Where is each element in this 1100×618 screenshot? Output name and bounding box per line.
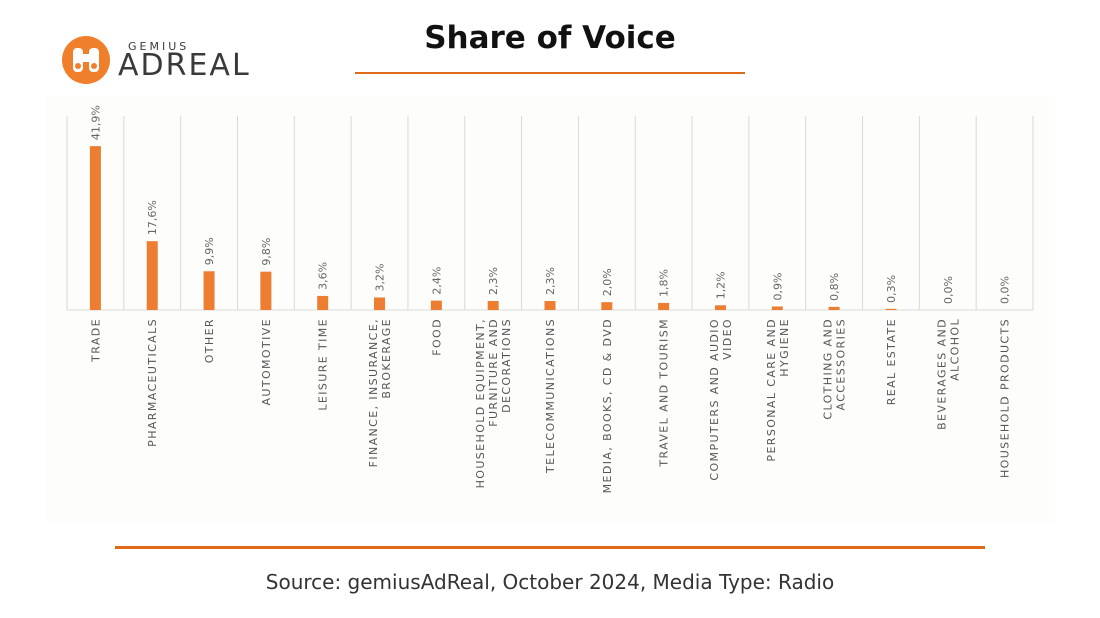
category-label-line: CLOTHING AND (822, 318, 835, 420)
logo-big-text: ADREAL (118, 48, 251, 83)
data-label: 3,2% (374, 264, 387, 292)
data-label: 1,2% (714, 271, 727, 299)
category-label: AUTOMOTIVE (260, 318, 273, 406)
category-label-line: TRADE (89, 318, 102, 363)
category-label: PHARMACEUTICALS (146, 318, 159, 447)
data-label: 3,6% (317, 262, 330, 290)
category-label-line: VIDEO (721, 318, 734, 360)
category-label-line: LEISURE TIME (317, 318, 330, 411)
data-label: 0,0% (999, 276, 1012, 304)
data-label: 41,9% (89, 105, 102, 140)
category-label: BEVERAGES AND ALCOHOL (935, 318, 961, 430)
bar (601, 302, 613, 310)
bar (430, 300, 442, 310)
bar (374, 297, 386, 310)
category-label-line: REAL ESTATE (885, 318, 898, 405)
category-label-line: MEDIA, BOOKS, CD & DVD (601, 318, 614, 493)
category-label: CLOTHING AND ACCESSORIES (822, 318, 848, 420)
bar (771, 306, 783, 310)
logo: GEMIUS ADREAL (62, 36, 252, 88)
data-label: 0,3% (885, 275, 898, 303)
category-label: OTHER (203, 318, 216, 363)
source-note: Source: gemiusAdReal, October 2024, Medi… (265, 570, 835, 594)
data-label: 2,0% (601, 268, 614, 296)
title-underline (355, 72, 745, 74)
category-label-line: FURNITURE AND (487, 318, 500, 427)
category-label: COMPUTERS AND AUDIO VIDEO (708, 318, 734, 481)
category-label-line: ACCESSORIES (835, 318, 848, 411)
category-label: TRADE (89, 318, 102, 363)
category-label-line: HOUSEHOLD EQUIPMENT, (474, 318, 487, 488)
category-label-line: FOOD (430, 318, 443, 356)
category-label: PERSONAL CARE AND HYGIENE (765, 318, 791, 462)
data-label: 9,8% (260, 238, 273, 266)
bar (658, 302, 670, 310)
category-label-line: OTHER (203, 318, 216, 363)
category-label-line: ALCOHOL (948, 318, 961, 381)
bar (544, 301, 556, 310)
data-label: 2,3% (544, 267, 557, 295)
bar-chart: 41,9% TRADE 17,6% PHARMACEUTICALS 9,9% OTHER 9… (66, 105, 1034, 493)
bar (317, 295, 329, 310)
data-label: 1,8% (658, 269, 671, 297)
bar (487, 301, 499, 310)
category-label: TRAVEL AND TOURISM (658, 318, 671, 468)
bar (203, 271, 215, 310)
chart-panel: 41,9% TRADE 17,6% PHARMACEUTICALS 9,9% OTHER 9… (45, 96, 1055, 522)
category-label-line: FINANCE, INSURANCE, (367, 318, 380, 467)
data-label: 0,8% (828, 273, 841, 301)
data-label: 17,6% (146, 200, 159, 235)
category-label-line: HOUSEHOLD PRODUCTS (999, 318, 1012, 478)
page-title: Share of Voice (424, 20, 676, 56)
category-label: TELECOMMUNICATIONS (544, 318, 557, 474)
category-label: FINANCE, INSURANCE, BROKERAGE (367, 318, 393, 467)
bar (89, 146, 101, 310)
bar (260, 271, 272, 310)
binoculars-icon (62, 36, 110, 84)
bar (714, 305, 726, 310)
category-label-line: BROKERAGE (380, 318, 393, 399)
bar (146, 241, 158, 310)
category-label-line: AUTOMOTIVE (260, 318, 273, 406)
category-label-line: PERSONAL CARE AND (765, 318, 778, 462)
data-label: 9,9% (203, 237, 216, 265)
data-label: 2,3% (487, 267, 500, 295)
category-label-line: COMPUTERS AND AUDIO (708, 318, 721, 481)
category-label-line: BEVERAGES AND (935, 318, 948, 430)
category-label: HOUSEHOLD EQUIPMENT, FURNITURE AND DECORAT… (474, 318, 513, 488)
category-label: FOOD (430, 318, 443, 356)
category-label: MEDIA, BOOKS, CD & DVD (601, 318, 614, 493)
footer-rule (115, 546, 985, 549)
category-label: LEISURE TIME (317, 318, 330, 411)
category-label-line: TRAVEL AND TOURISM (658, 318, 671, 468)
bar (885, 308, 897, 310)
bar (828, 306, 840, 310)
category-label-line: HYGIENE (778, 318, 791, 377)
category-label: HOUSEHOLD PRODUCTS (999, 318, 1012, 478)
category-label: REAL ESTATE (885, 318, 898, 405)
category-label-line: DECORATIONS (500, 318, 513, 413)
logo-small-text: GEMIUS (128, 40, 190, 53)
category-label-line: TELECOMMUNICATIONS (544, 318, 557, 474)
data-label: 0,0% (942, 276, 955, 304)
category-label-line: PHARMACEUTICALS (146, 318, 159, 447)
data-label: 0,9% (771, 273, 784, 301)
data-label: 2,4% (430, 267, 443, 295)
